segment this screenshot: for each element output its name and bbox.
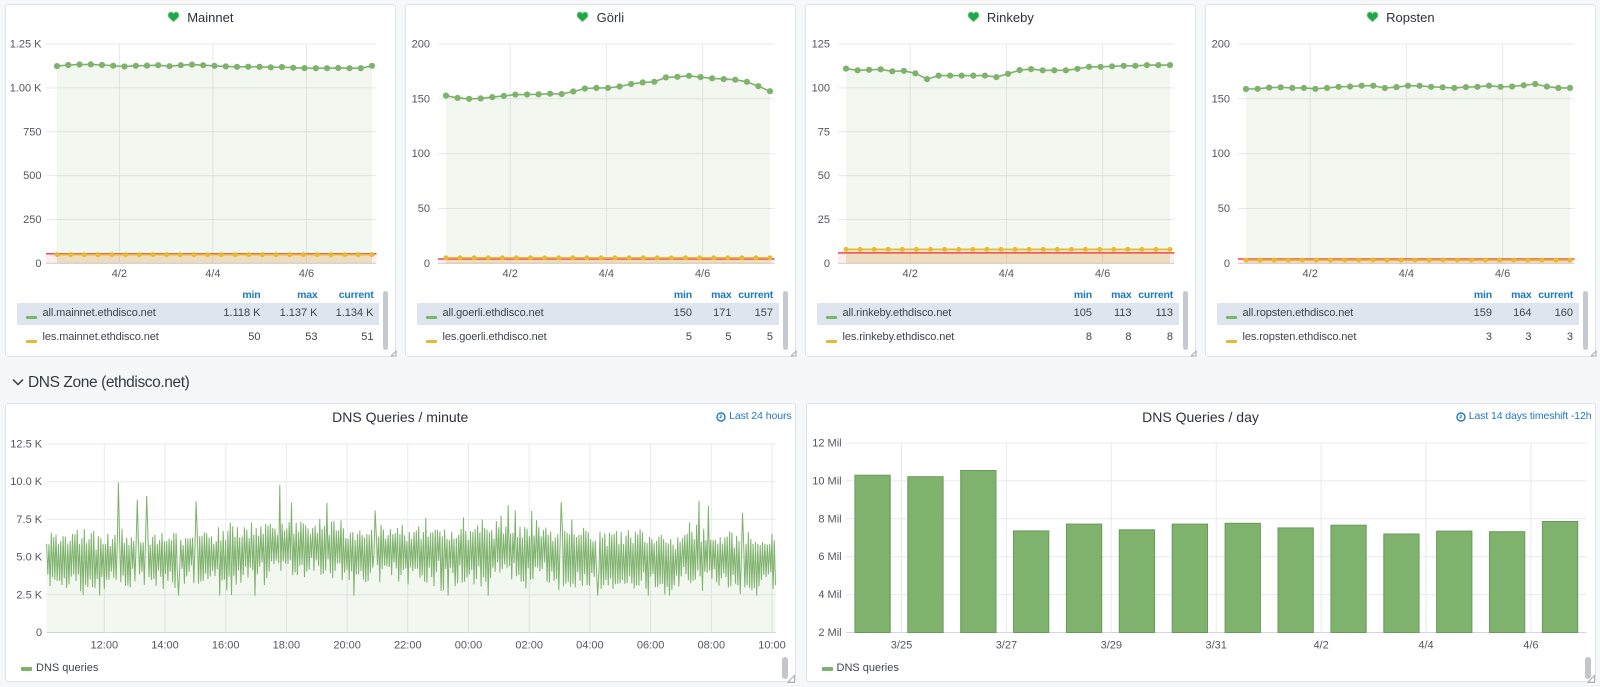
svg-text:6 Mil: 6 Mil: [818, 551, 841, 563]
svg-text:125: 125: [812, 39, 830, 51]
svg-text:50: 50: [818, 170, 830, 182]
svg-text:08:00: 08:00: [698, 640, 726, 652]
svg-text:12 Mil: 12 Mil: [812, 438, 841, 450]
svg-text:0: 0: [824, 258, 830, 270]
svg-text:06:00: 06:00: [637, 640, 665, 652]
svg-text:750: 750: [23, 126, 41, 138]
svg-text:0: 0: [36, 627, 42, 639]
svg-text:02:00: 02:00: [515, 640, 543, 652]
svg-text:7.5 K: 7.5 K: [16, 514, 42, 526]
svg-text:200: 200: [1212, 39, 1230, 51]
svg-text:04:00: 04:00: [576, 640, 604, 652]
svg-text:150: 150: [1212, 93, 1230, 105]
svg-text:0: 0: [1224, 258, 1230, 270]
svg-text:4/6: 4/6: [695, 268, 710, 280]
svg-text:10.0 K: 10.0 K: [10, 476, 42, 488]
svg-text:50: 50: [1218, 203, 1230, 215]
svg-text:4 Mil: 4 Mil: [818, 589, 841, 601]
svg-text:4/4: 4/4: [1418, 640, 1433, 652]
svg-text:4/2: 4/2: [503, 268, 518, 280]
svg-text:250: 250: [23, 214, 41, 226]
svg-text:100: 100: [1212, 148, 1230, 160]
svg-text:20:00: 20:00: [333, 640, 361, 652]
svg-text:3/29: 3/29: [1100, 640, 1121, 652]
svg-text:4/4: 4/4: [205, 268, 220, 280]
svg-text:4/4: 4/4: [999, 268, 1014, 280]
svg-text:8 Mil: 8 Mil: [818, 513, 841, 525]
svg-text:12.5 K: 12.5 K: [10, 439, 42, 451]
svg-text:0: 0: [35, 258, 41, 270]
svg-text:4/6: 4/6: [299, 268, 314, 280]
svg-text:75: 75: [818, 126, 830, 138]
svg-text:3/27: 3/27: [995, 640, 1016, 652]
svg-text:12:00: 12:00: [91, 640, 119, 652]
svg-text:4/4: 4/4: [1399, 268, 1414, 280]
svg-text:18:00: 18:00: [273, 640, 301, 652]
svg-text:1.00 K: 1.00 K: [10, 82, 42, 94]
svg-text:4/6: 4/6: [1095, 268, 1110, 280]
svg-text:4/6: 4/6: [1495, 268, 1510, 280]
svg-text:14:00: 14:00: [151, 640, 179, 652]
svg-text:4/4: 4/4: [599, 268, 614, 280]
svg-text:4/2: 4/2: [1313, 640, 1328, 652]
svg-text:4/2: 4/2: [903, 268, 918, 280]
svg-text:5.0 K: 5.0 K: [16, 552, 42, 564]
svg-text:00:00: 00:00: [455, 640, 483, 652]
svg-text:3/31: 3/31: [1205, 640, 1226, 652]
svg-text:10:00: 10:00: [758, 640, 786, 652]
svg-text:500: 500: [23, 170, 41, 182]
svg-text:0: 0: [424, 258, 430, 270]
svg-text:100: 100: [412, 148, 430, 160]
svg-text:3/25: 3/25: [890, 640, 911, 652]
svg-text:1.25 K: 1.25 K: [10, 39, 42, 51]
svg-text:50: 50: [418, 203, 430, 215]
svg-text:4/6: 4/6: [1523, 640, 1538, 652]
svg-text:4/2: 4/2: [1303, 268, 1318, 280]
svg-text:4/2: 4/2: [112, 268, 127, 280]
svg-text:150: 150: [412, 93, 430, 105]
svg-text:10 Mil: 10 Mil: [812, 475, 841, 487]
svg-text:2 Mil: 2 Mil: [818, 627, 841, 639]
svg-text:2.5 K: 2.5 K: [16, 589, 42, 601]
svg-text:22:00: 22:00: [394, 640, 422, 652]
svg-text:16:00: 16:00: [212, 640, 240, 652]
svg-text:25: 25: [818, 214, 830, 226]
svg-text:200: 200: [412, 39, 430, 51]
svg-text:100: 100: [812, 82, 830, 94]
